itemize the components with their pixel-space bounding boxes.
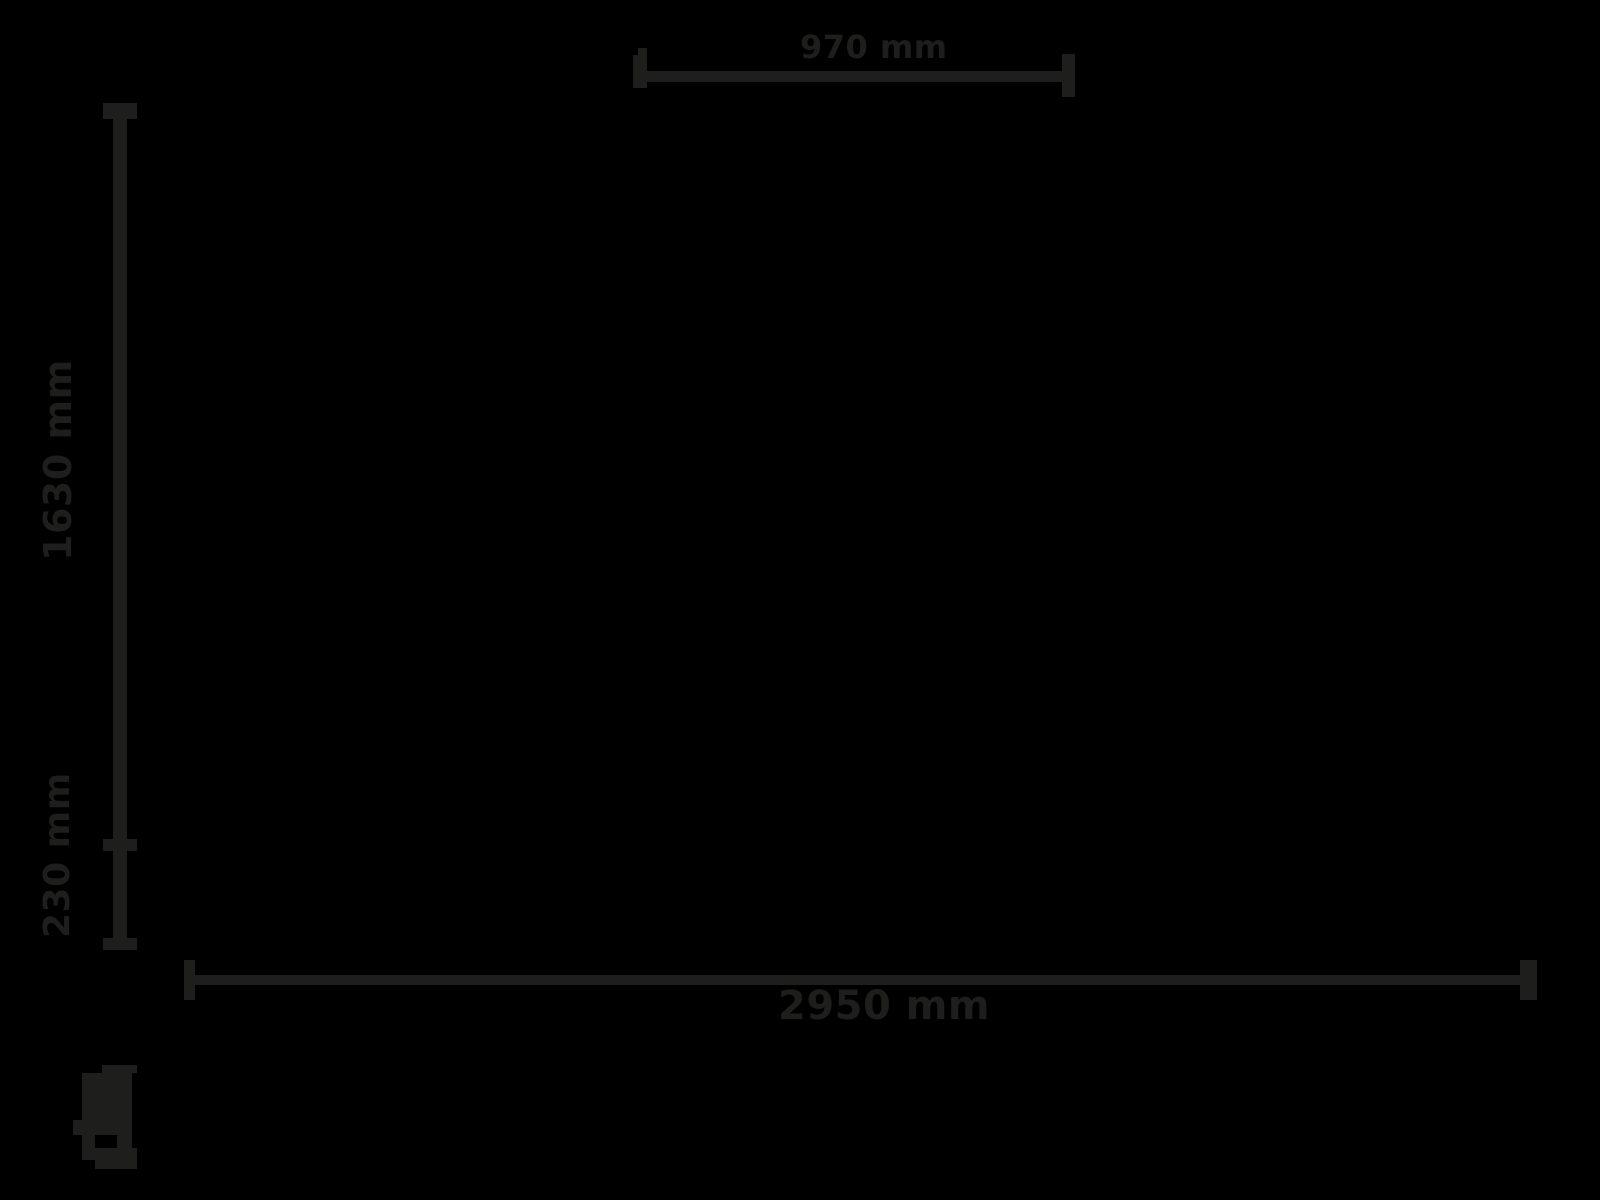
top-dimension-tick-step	[638, 48, 647, 60]
left-upper-dimension-label: 1630 mm	[36, 359, 80, 561]
top-dimension-tick-right	[1062, 54, 1075, 97]
top-dimension-label: 970 mm	[800, 28, 948, 66]
bottom-dimension-label: 2950 mm	[778, 983, 991, 1029]
stamp-fragment	[95, 1148, 137, 1169]
stamp-fragment	[117, 1065, 132, 1160]
stamp-fragment	[82, 1135, 95, 1160]
top-dimension-line	[633, 71, 1075, 82]
bottom-dimension-tick-right	[1520, 960, 1537, 1000]
vertical-dimension-line	[113, 103, 127, 950]
stamp-fragment	[73, 1120, 82, 1135]
top-dimension-tick-left	[633, 55, 647, 88]
vertical-dimension-tick-top	[103, 103, 137, 119]
bottom-dimension-tick-left	[184, 960, 195, 1000]
illegible-stamp-mark-icon	[73, 1063, 137, 1169]
bottom-dimension-line	[188, 975, 1530, 985]
vertical-dimension-tick-middle	[103, 839, 137, 851]
vertical-dimension-tick-bottom	[103, 938, 137, 950]
left-lower-dimension-label: 230 mm	[37, 772, 78, 938]
